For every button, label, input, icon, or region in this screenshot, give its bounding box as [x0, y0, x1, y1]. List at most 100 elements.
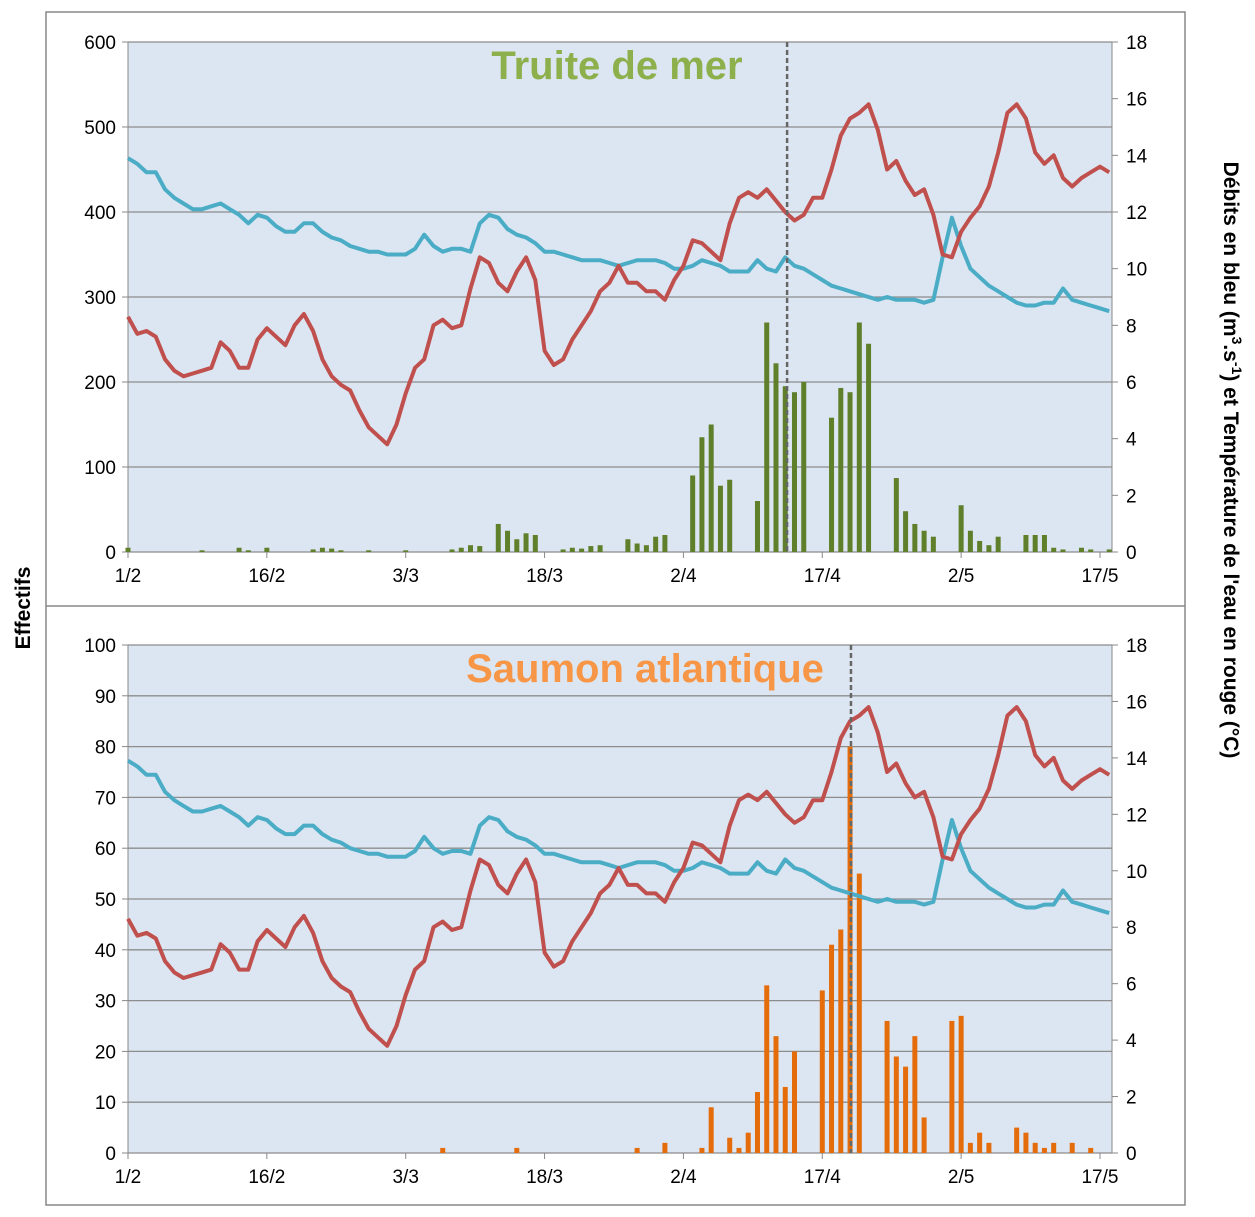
bar: [912, 523, 918, 552]
y2-tick-label: 0: [1126, 1144, 1137, 1165]
bar: [643, 545, 649, 552]
x-tick-label: 2/5: [948, 1167, 974, 1188]
chart-title: Truite de mer: [491, 44, 742, 88]
bar: [782, 1086, 788, 1153]
y2-tick-label: 18: [1126, 636, 1147, 657]
bar: [921, 530, 927, 552]
bar: [514, 539, 520, 552]
bar: [958, 505, 964, 552]
bar: [560, 549, 566, 552]
bar: [921, 1117, 927, 1153]
bar: [690, 475, 696, 552]
bar: [1041, 1147, 1047, 1153]
bar: [468, 545, 474, 552]
x-tick-label: 16/2: [248, 1167, 285, 1188]
bar: [699, 437, 705, 552]
y-tick-label: 70: [95, 788, 116, 809]
bar: [264, 547, 270, 552]
bar: [745, 1132, 751, 1153]
bar: [903, 511, 909, 552]
y2-tick-label: 16: [1126, 692, 1147, 713]
x-tick-label: 1/2: [115, 566, 141, 587]
bar: [792, 1051, 798, 1153]
y2-tick-label: 4: [1126, 1031, 1137, 1052]
bar: [1088, 549, 1094, 552]
bar: [708, 1107, 714, 1153]
bar: [1106, 549, 1112, 552]
x-tick-label: 17/5: [1081, 566, 1118, 587]
bar: [634, 543, 640, 552]
bar: [847, 392, 853, 552]
y-tick-label: 100: [84, 636, 116, 657]
x-tick-label: 16/2: [248, 566, 285, 587]
x-tick-label: 2/5: [948, 566, 974, 587]
y-tick-label: 10: [95, 1093, 116, 1114]
bar: [893, 478, 899, 552]
bar: [995, 536, 1001, 552]
y-tick-label: 60: [95, 839, 116, 860]
bar: [736, 1147, 742, 1153]
y2-tick-label: 18: [1126, 33, 1147, 54]
y-tick-label: 100: [84, 458, 116, 479]
y-tick-label: 50: [95, 890, 116, 911]
y2-tick-label: 2: [1126, 486, 1137, 507]
y-tick-label: 0: [105, 1144, 116, 1165]
bar: [523, 533, 529, 552]
bar: [329, 548, 335, 552]
bar: [579, 548, 585, 552]
bar: [1088, 1147, 1094, 1153]
bar: [829, 944, 835, 1153]
bar: [903, 1066, 909, 1153]
y-tick-label: 500: [84, 118, 116, 139]
bar: [986, 1142, 992, 1153]
bar: [856, 873, 862, 1153]
line: [126, 705, 1111, 1048]
bar: [699, 1147, 705, 1153]
y-tick-label: 600: [84, 33, 116, 54]
bar: [727, 479, 733, 552]
x-tick-label: 17/4: [804, 1167, 841, 1188]
bar: [1032, 535, 1038, 552]
x-tick-label: 3/3: [392, 566, 418, 587]
bar: [977, 540, 983, 552]
bar: [449, 549, 455, 552]
bar: [986, 545, 992, 552]
superscript: -1: [1229, 362, 1245, 375]
bar: [569, 547, 575, 552]
bar: [773, 1036, 779, 1153]
bar: [727, 1137, 733, 1153]
y2-tick-label: 16: [1126, 90, 1147, 111]
bar: [1051, 547, 1057, 552]
bar: [199, 550, 205, 552]
bar: [236, 547, 242, 552]
bar: [967, 1142, 973, 1153]
bar: [967, 530, 973, 552]
bar: [310, 549, 316, 552]
bar: [838, 929, 844, 1153]
y2-tick-label: 8: [1126, 316, 1137, 337]
bar: [912, 1036, 918, 1153]
y-tick-label: 300: [84, 288, 116, 309]
x-tick-label: 1/2: [115, 1167, 141, 1188]
bar: [977, 1132, 983, 1153]
y2-tick-label: 14: [1126, 749, 1148, 770]
bar: [1041, 535, 1047, 552]
bar: [495, 523, 501, 552]
x-tick-label: 17/5: [1081, 1167, 1118, 1188]
bar: [625, 539, 631, 552]
bar: [819, 990, 825, 1153]
y-tick-label: 40: [95, 941, 116, 962]
bar: [532, 535, 538, 552]
y-tick-label: 80: [95, 738, 116, 759]
bar: [1060, 549, 1066, 552]
bar: [505, 530, 511, 552]
y2-tick-label: 6: [1126, 975, 1137, 996]
bar: [125, 547, 131, 552]
bar: [958, 1015, 964, 1153]
bar: [754, 501, 760, 552]
bar: [403, 550, 409, 552]
y2-tick-label: 12: [1126, 203, 1147, 224]
y-tick-label: 90: [95, 687, 116, 708]
bar: [884, 1020, 890, 1153]
